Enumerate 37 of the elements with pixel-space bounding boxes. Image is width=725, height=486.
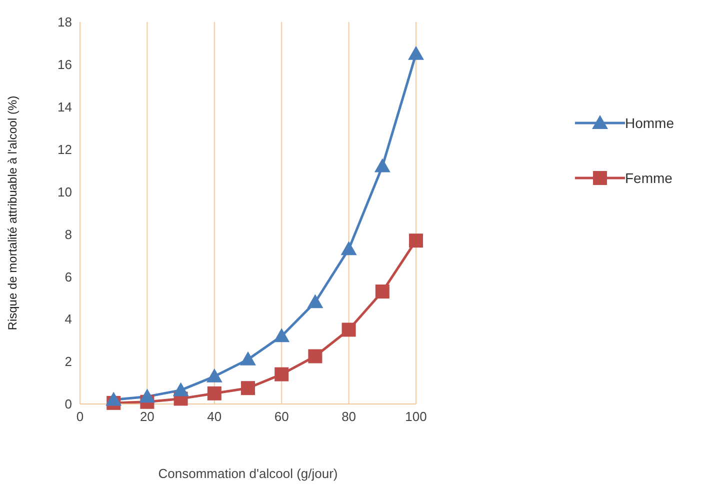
x-tick-label: 100 (405, 409, 427, 424)
point (342, 322, 356, 337)
y-tick-label: 0 (64, 396, 72, 412)
point (274, 328, 290, 342)
y-tick-label: 14 (58, 100, 72, 115)
point (240, 351, 256, 366)
y-tick-label: 10 (58, 184, 72, 200)
point (207, 386, 222, 400)
x-tick-label: 60 (274, 409, 289, 424)
y-tick-label: 12 (58, 142, 72, 157)
x-tick-label: 80 (342, 409, 356, 424)
point (241, 381, 255, 396)
y-tick-label: 18 (58, 14, 72, 30)
x-tick-label: 20 (140, 409, 154, 424)
legend-label: Femme (625, 170, 672, 186)
y-tick-label: 6 (64, 269, 72, 284)
point (172, 382, 189, 396)
point (307, 294, 324, 308)
point (409, 234, 423, 248)
y-tick-label: 16 (58, 57, 72, 72)
y-tick-label: 2 (64, 354, 72, 370)
point (374, 158, 390, 172)
y-tick-label: 4 (64, 312, 72, 327)
point (308, 349, 322, 364)
legend-label: Homme (625, 114, 674, 130)
point (274, 367, 289, 382)
x-tick-label: 40 (207, 409, 222, 424)
point (408, 46, 424, 60)
point (106, 392, 122, 406)
point (340, 241, 357, 256)
x-axis-title: Consommation d'alcool (g/jour) (158, 466, 338, 481)
y-tick-label: 8 (64, 226, 72, 242)
point (375, 284, 390, 299)
x-tick-label: 0 (76, 409, 84, 424)
point (139, 388, 156, 403)
y-axis-title: Risque de mortalité attribuable à l'alcool (%) (5, 96, 20, 330)
point (206, 368, 222, 382)
